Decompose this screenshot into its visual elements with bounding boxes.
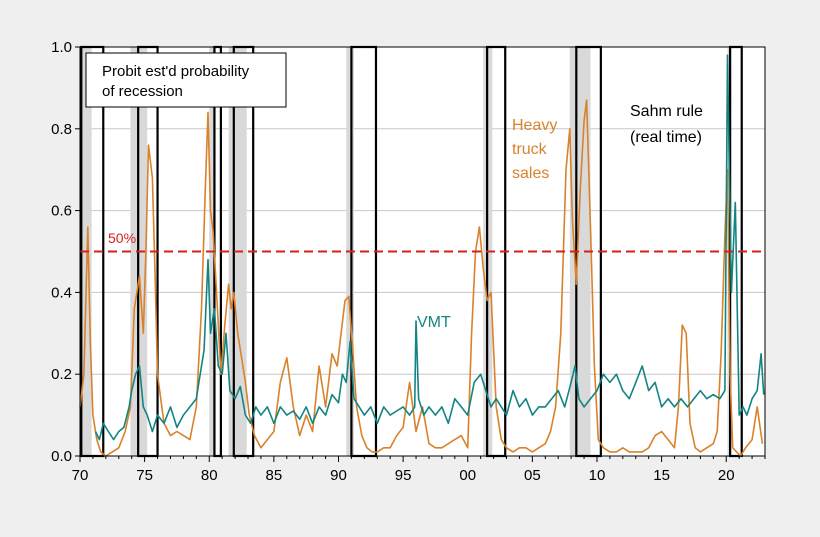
x-tick-label: 10 bbox=[589, 467, 606, 484]
x-tick-label: 15 bbox=[653, 467, 670, 484]
y-tick-label: 0.0 bbox=[51, 448, 72, 465]
heavy-truck-label-line1: Heavy bbox=[512, 117, 557, 134]
sahm-label-line2: (real time) bbox=[630, 129, 702, 146]
x-tick-label: 85 bbox=[266, 467, 283, 484]
vmt-line bbox=[94, 54, 765, 441]
heavy-truck-label-line2: truck bbox=[512, 141, 548, 158]
x-tick-label: 95 bbox=[395, 467, 412, 484]
y-tick-label: 0.2 bbox=[51, 366, 72, 383]
vmt-label: VMT bbox=[417, 314, 451, 331]
heavy-truck-label-line3: sales bbox=[512, 165, 549, 182]
y-tick-label: 0.6 bbox=[51, 203, 72, 220]
y-tick-label: 0.8 bbox=[51, 121, 72, 138]
heavy-truck-sales-line bbox=[79, 99, 764, 457]
legend-box-line2: of recession bbox=[102, 83, 183, 100]
axes: 0.0 0.2 0.4 0.6 0.8 1.0 70 75 80 85 90 95 00 05 10 15 20 bbox=[51, 39, 766, 484]
legend-box: Probit est'd probability of recession bbox=[85, 52, 287, 108]
x-tick-label: 80 bbox=[201, 467, 218, 484]
recession-band bbox=[569, 47, 591, 456]
y-tick-label: 0.4 bbox=[51, 284, 72, 301]
plot-frame bbox=[79, 46, 766, 457]
y-tick-label: 1.0 bbox=[51, 39, 72, 56]
x-tick-label: 05 bbox=[524, 467, 541, 484]
series-lines bbox=[79, 54, 765, 457]
x-tick-label: 90 bbox=[330, 467, 347, 484]
sahm-label-line1: Sahm rule bbox=[630, 103, 703, 120]
legend-box-line1: Probit est'd probability bbox=[102, 63, 250, 80]
gridlines bbox=[80, 128, 765, 375]
legend-box-frame bbox=[85, 52, 287, 108]
x-tick-label: 00 bbox=[459, 467, 476, 484]
x-tick-label: 70 bbox=[72, 467, 89, 484]
x-tick-label: 20 bbox=[718, 467, 735, 484]
threshold-label: 50% bbox=[108, 230, 136, 246]
x-tick-label: 75 bbox=[136, 467, 153, 484]
